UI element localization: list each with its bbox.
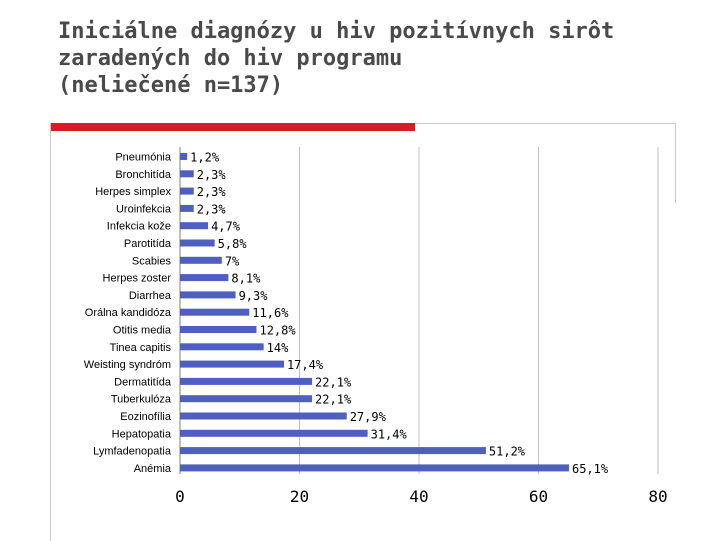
x-tick-label: 0: [175, 487, 185, 506]
category-label: Anémia: [134, 463, 172, 475]
category-label: Dermatitída: [114, 376, 172, 388]
bar: [180, 187, 194, 195]
category-label: Lymfadenopatia: [93, 446, 172, 458]
value-label: 2,3%: [197, 168, 227, 182]
category-label: Parotitída: [124, 238, 172, 250]
value-label: 2,3%: [197, 202, 227, 216]
value-label: 27,9%: [350, 410, 387, 424]
bar: [180, 291, 236, 299]
category-label: Herpes simplex: [95, 186, 171, 198]
category-label: Eozinofília: [120, 411, 172, 423]
category-label: Hepatopatia: [112, 428, 172, 440]
bar: [180, 464, 569, 472]
value-label: 9,3%: [239, 289, 269, 303]
category-label: Herpes zoster: [103, 273, 172, 285]
bar: [180, 308, 250, 316]
category-label: Tuberkulóza: [111, 394, 172, 406]
value-label: 1,2%: [190, 151, 220, 165]
slide-frame-right: [675, 123, 676, 203]
bar: [180, 256, 222, 264]
accent-bar: [50, 123, 415, 131]
value-label: 17,4%: [287, 358, 324, 372]
bar: [180, 239, 215, 247]
x-tick-label: 40: [409, 487, 428, 506]
value-label: 5,8%: [218, 237, 248, 251]
value-label: 65,1%: [572, 462, 609, 476]
bar: [180, 360, 284, 368]
bar: [180, 429, 368, 437]
bar: [180, 204, 194, 212]
value-label: 4,7%: [211, 220, 241, 234]
bar: [180, 153, 188, 160]
bar: [180, 377, 313, 385]
category-label: Bronchitída: [115, 169, 172, 181]
category-label: Orálna kandidóza: [85, 307, 172, 319]
bar: [180, 447, 486, 455]
bar: [180, 395, 313, 403]
category-label: Pneumónia: [115, 152, 172, 164]
category-label: Otitis media: [113, 325, 172, 337]
value-label: 7%: [225, 254, 240, 268]
value-label: 8,1%: [231, 272, 261, 286]
category-label: Weisting syndróm: [84, 359, 171, 371]
value-label: 2,3%: [197, 185, 227, 199]
value-label: 11,6%: [252, 306, 289, 320]
x-tick-label: 20: [290, 487, 309, 506]
value-label: 51,2%: [489, 445, 526, 459]
category-label: Diarrhea: [129, 290, 172, 302]
bar: [180, 343, 264, 351]
slide-title: Iniciálne diagnózy u hiv pozitívnych sir…: [58, 19, 615, 98]
x-tick-label: 60: [529, 487, 548, 506]
bar: [180, 170, 194, 178]
category-label: Uroinfekcia: [116, 203, 172, 215]
value-label: 22,1%: [315, 393, 352, 407]
bar: [180, 274, 229, 282]
category-label: Infekcia kože: [107, 221, 171, 233]
value-label: 14%: [267, 341, 289, 355]
category-label: Tinea capitis: [110, 342, 172, 354]
bar: [180, 222, 209, 230]
value-label: 12,8%: [259, 324, 296, 338]
x-tick-label: 80: [648, 487, 667, 506]
bar: [180, 326, 257, 333]
category-label: Scabies: [132, 255, 172, 267]
value-label: 22,1%: [315, 375, 352, 389]
slide-frame-left: [50, 123, 51, 541]
value-label: 31,4%: [371, 427, 408, 441]
bar: [180, 412, 347, 420]
